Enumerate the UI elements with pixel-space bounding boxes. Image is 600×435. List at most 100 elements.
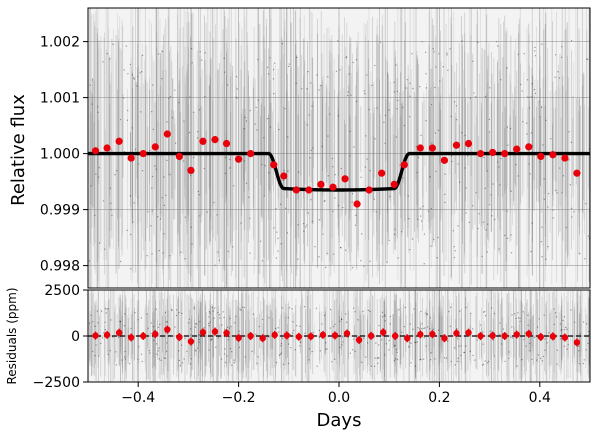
raw-flux-point: [199, 215, 201, 217]
raw-residual-point: [124, 358, 126, 360]
raw-residual-point: [190, 334, 192, 336]
raw-residual-point: [115, 364, 117, 366]
raw-residual-point: [316, 365, 318, 367]
raw-flux-point: [465, 212, 467, 214]
raw-flux-point: [268, 172, 270, 174]
raw-residual-point: [542, 355, 545, 358]
raw-flux-point: [131, 127, 134, 129]
raw-flux-point: [364, 92, 366, 95]
raw-residual-point: [208, 322, 210, 325]
raw-flux-point: [526, 79, 529, 81]
raw-residual-point: [536, 359, 538, 361]
raw-residual-point: [544, 338, 546, 340]
raw-flux-point: [327, 135, 329, 137]
raw-residual-point: [155, 308, 157, 310]
raw-flux-point: [446, 54, 448, 56]
raw-residual-point: [561, 329, 563, 331]
raw-residual-point: [409, 323, 411, 325]
raw-flux-point: [141, 54, 144, 57]
raw-flux-point: [450, 115, 452, 118]
raw-flux-point: [311, 220, 313, 223]
raw-flux-point: [363, 265, 365, 267]
raw-residual-point: [224, 328, 226, 330]
raw-flux-point: [111, 214, 113, 216]
raw-flux-point: [488, 118, 490, 121]
raw-flux-point: [548, 192, 550, 195]
raw-residual-point: [299, 325, 301, 327]
raw-residual-point: [376, 357, 378, 359]
raw-flux-point: [155, 168, 157, 170]
raw-flux-point: [102, 200, 105, 202]
raw-residual-point: [299, 341, 301, 343]
raw-flux-point: [484, 96, 487, 98]
raw-residual-point: [147, 327, 149, 329]
raw-flux-point: [453, 256, 456, 259]
raw-residual-point: [280, 342, 283, 345]
raw-residual-point: [181, 362, 184, 364]
raw-residual-point: [225, 361, 227, 364]
raw-residual-point: [354, 311, 356, 313]
raw-residual-point: [578, 345, 580, 347]
raw-residual-point: [470, 312, 472, 315]
binned-residual-point: [573, 339, 581, 346]
raw-flux-point: [339, 69, 341, 71]
raw-flux-point: [150, 225, 152, 227]
raw-residual-point: [312, 332, 314, 334]
raw-residual-point: [563, 345, 566, 347]
binned-residual-point: [283, 332, 290, 339]
raw-flux-point: [259, 240, 262, 242]
raw-residual-point: [457, 338, 459, 340]
raw-flux-point: [397, 99, 399, 102]
raw-flux-point: [282, 179, 284, 181]
raw-flux-point: [190, 226, 192, 228]
raw-flux-point: [490, 194, 492, 196]
raw-flux-point: [456, 119, 458, 121]
raw-flux-point: [394, 228, 396, 231]
binned-flux-point: [501, 150, 509, 158]
raw-flux-point: [573, 211, 575, 213]
raw-residual-point: [104, 307, 106, 310]
raw-flux-point: [435, 170, 437, 173]
raw-flux-point: [586, 58, 589, 60]
raw-flux-point: [561, 192, 563, 194]
flux-panel-frame: [87, 7, 591, 289]
raw-residual-point: [280, 345, 282, 347]
raw-flux-point: [134, 148, 137, 150]
raw-residual-point: [140, 353, 143, 355]
raw-residual-point: [445, 357, 447, 359]
raw-flux-point: [272, 78, 275, 80]
residuals-panel: −2500 0 2500 −0.4 −0.2 0.0 0.2 0.4 Residuals (…: [5, 283, 591, 431]
raw-residual-point: [288, 307, 291, 309]
raw-residual-point: [489, 330, 491, 332]
raw-flux-point: [112, 43, 114, 45]
raw-flux-point: [534, 92, 537, 95]
raw-residual-point: [527, 324, 529, 326]
raw-flux-point: [277, 237, 279, 239]
raw-flux-point: [267, 117, 269, 120]
raw-flux-point: [534, 55, 537, 57]
raw-residual-point: [149, 352, 151, 354]
raw-flux-point: [422, 205, 424, 208]
raw-flux-point: [198, 194, 200, 196]
raw-residual-point: [403, 325, 406, 328]
raw-residual-point: [115, 351, 117, 353]
raw-residual-point: [540, 357, 542, 359]
raw-flux-point: [287, 136, 289, 138]
raw-flux-point: [504, 234, 506, 236]
raw-residual-point: [560, 329, 562, 331]
raw-flux-point: [151, 175, 154, 178]
binned-residual-point: [247, 332, 254, 340]
raw-residual-point: [304, 332, 306, 334]
raw-flux-point: [130, 233, 132, 236]
raw-flux-point: [344, 249, 347, 251]
raw-flux-point: [277, 250, 279, 252]
binned-residual-point: [525, 330, 532, 337]
raw-flux-point: [206, 211, 208, 213]
raw-residual-point: [357, 319, 359, 321]
raw-flux-point: [318, 256, 320, 258]
raw-flux-point: [570, 141, 572, 143]
raw-flux-point: [433, 51, 435, 53]
raw-residual-point: [460, 354, 462, 357]
raw-flux-point: [540, 240, 542, 243]
raw-residual-point: [275, 361, 278, 364]
